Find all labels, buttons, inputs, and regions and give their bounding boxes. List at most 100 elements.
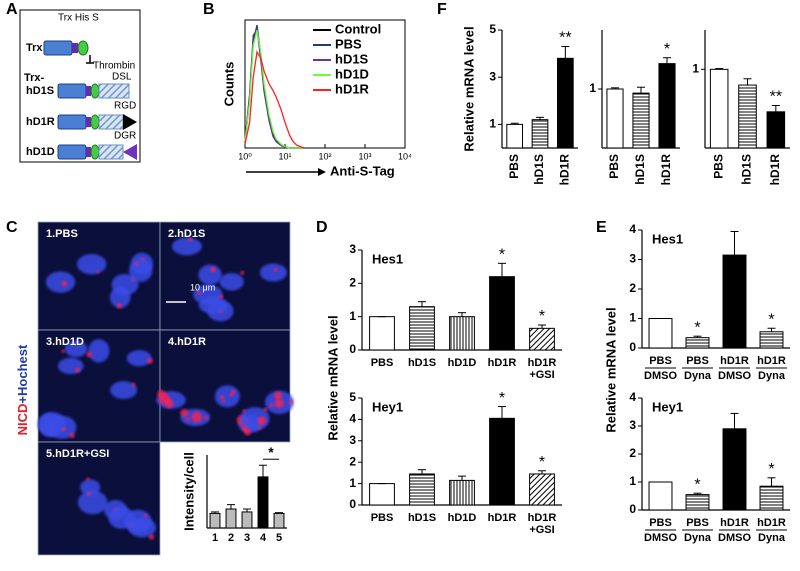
x-tick-label: hD1S [633, 154, 647, 185]
dsl-domain [98, 83, 130, 99]
panel-label: E [596, 219, 607, 236]
micrograph-grid: 1.PBS 2.hD1S 3.hD1D 4.hD1R 5.hD1R+GSI 10 μm [37, 221, 294, 556]
bar [241, 511, 253, 529]
nucleus [110, 381, 138, 400]
nicd-signal [273, 267, 278, 272]
bar [632, 92, 650, 149]
s-tag [77, 40, 89, 56]
significance-mark: * [768, 461, 774, 478]
nicd-signal [185, 417, 190, 422]
nicd-signal [131, 382, 136, 387]
bar [658, 63, 676, 149]
bar [529, 327, 555, 351]
x-tick-label: hD1S [532, 154, 546, 185]
bar [273, 512, 285, 529]
nicd-signal [143, 513, 148, 518]
x-subcategory-label: Dyna [758, 532, 786, 544]
nicd-signal [288, 399, 294, 405]
nicd-signal [61, 349, 65, 354]
x-tick-label: 1 [212, 532, 218, 544]
bar [606, 88, 624, 149]
legend-label: hD1R [335, 81, 370, 96]
y-tick-label: 3 [629, 252, 636, 266]
nicd-signal [188, 237, 193, 242]
x-tick-label: hD1R [768, 154, 782, 186]
bar [759, 485, 784, 511]
nucleus [126, 350, 152, 367]
x-tick-label: 5 [276, 532, 282, 544]
nicd-signal [86, 491, 91, 496]
construct-name: hD1R [26, 116, 55, 128]
legend-label: Control [335, 21, 381, 36]
bar [766, 111, 786, 149]
nicd-signal [96, 270, 100, 274]
x-tick-label: hD1D [448, 512, 477, 524]
y-tick-label: 3 [349, 242, 356, 256]
bar [648, 481, 673, 511]
y-tick-label: 1 [589, 81, 596, 95]
x-tick-label: PBS [649, 355, 672, 367]
significance-mark: * [694, 319, 700, 336]
nucleus [57, 357, 84, 375]
tile-label: 5.hD1R+GSI [46, 448, 109, 460]
tile-label: 3.hD1D [46, 336, 84, 348]
trx-tag [57, 114, 87, 130]
nicd-signal [166, 396, 171, 401]
bar [685, 337, 710, 349]
his-tag [86, 86, 91, 96]
significance-mark: ** [770, 89, 782, 106]
nucleus [88, 339, 110, 363]
rgd-motif [123, 114, 137, 130]
significance-mark: * [499, 247, 505, 264]
tile-label: 4.hD1R [168, 336, 206, 348]
x-tick-label: 2 [228, 532, 234, 544]
x-tick-label: hD1R [720, 517, 749, 529]
x-tick-label: 10³ [358, 151, 371, 161]
nicd-signal [86, 351, 93, 358]
y-tick-label: 0 [629, 502, 636, 516]
legend-label: PBS [335, 36, 362, 51]
significance-mark: * [694, 476, 700, 493]
x-tick-label: PBS [711, 154, 725, 179]
chart-title: Hes1 [372, 251, 403, 266]
x-tick-label: hD1R [528, 357, 557, 369]
y-tick-label: 1 [489, 117, 496, 131]
y-tick-label: 3 [349, 433, 356, 447]
legend-label: hD1S [335, 51, 369, 66]
y-tick-label: 4 [629, 390, 636, 404]
legend-label: hD1D [335, 66, 369, 81]
chart-title: Hey1 [652, 399, 683, 414]
his-tag [72, 43, 78, 53]
x-tick-label: hD1R [528, 512, 557, 524]
domain-label: RGD [114, 101, 136, 112]
bar [529, 473, 555, 506]
y-axis-label: Counts [221, 62, 236, 107]
bar [556, 57, 574, 149]
y-tick-label: 5 [489, 22, 496, 36]
x-tick-label: 10⁴ [398, 151, 412, 161]
construct-diagram: Trx His S Trx Thrombin Trx- hD1S DSL hD1… [19, 9, 141, 163]
histogram-line [244, 27, 305, 149]
x-tick-label: +GSI [529, 524, 554, 536]
y-tick-label: 1 [349, 309, 356, 323]
x-tick-label: 10² [318, 151, 331, 161]
y-tick-label: 2 [629, 281, 636, 295]
s-tag [90, 83, 100, 99]
bar [257, 476, 269, 529]
nicd-signal [263, 407, 268, 412]
nucleus [37, 411, 67, 436]
x-tick-label: hD1R [659, 154, 673, 186]
nucleus [77, 253, 107, 275]
x-tick-label: hD1R [488, 512, 517, 524]
x-subcategory-label: Dyna [684, 532, 712, 544]
significance-mark: * [768, 311, 774, 328]
x-tick-label: PBS [371, 512, 394, 524]
significance-mark: * [539, 308, 545, 325]
trx-tag [57, 83, 87, 99]
x-tick-label: 10¹ [278, 151, 291, 161]
significance-mark: * [268, 444, 274, 460]
x-axis-label: Anti-S-Tag [330, 163, 395, 178]
nicd-signal [240, 270, 245, 275]
x-subcategory-label: DMSO [718, 532, 751, 544]
